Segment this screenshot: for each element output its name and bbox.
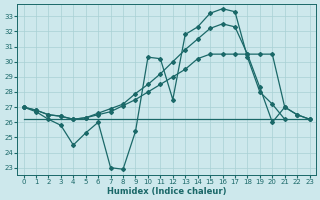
X-axis label: Humidex (Indice chaleur): Humidex (Indice chaleur) — [107, 187, 226, 196]
